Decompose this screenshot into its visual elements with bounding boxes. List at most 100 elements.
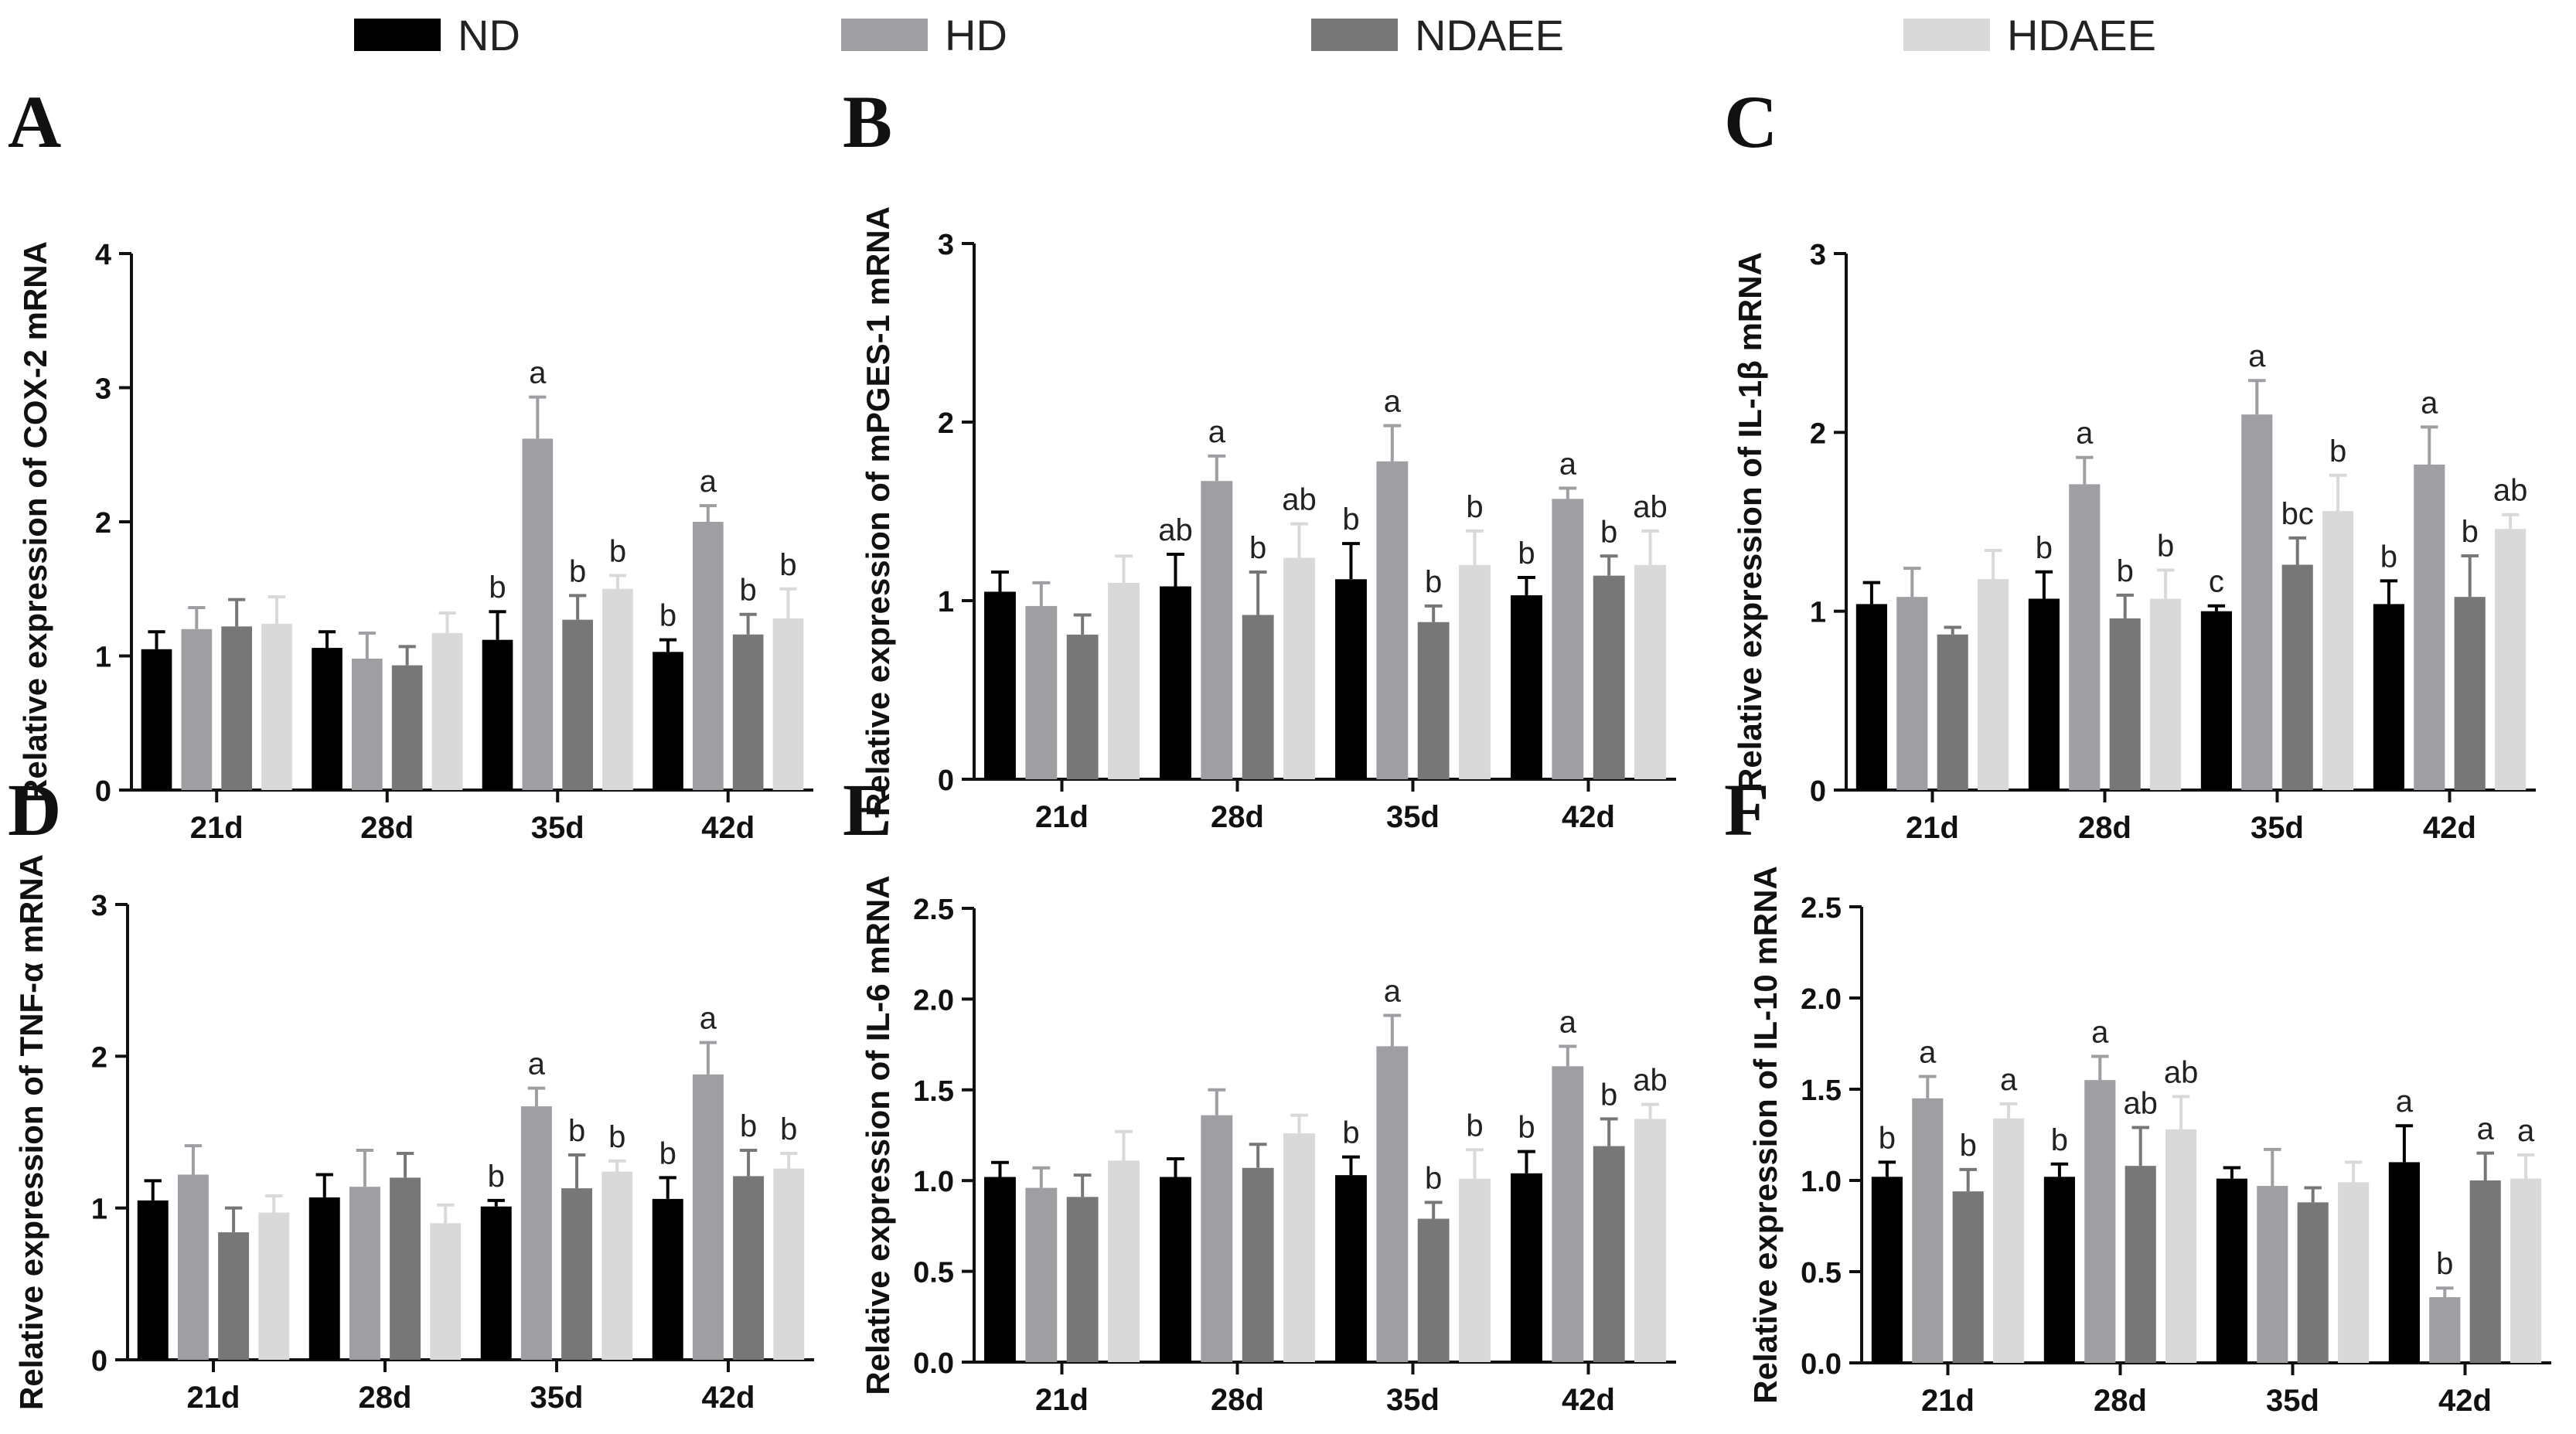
y-axis-label: Relative expression of mPGES-1 mRNA — [860, 206, 896, 816]
y-tick-label: 1 — [91, 1194, 107, 1226]
panel-letter: C — [1724, 80, 1777, 163]
bar-hd-28d — [351, 658, 383, 790]
bar-nd-21d — [984, 591, 1016, 779]
bar-hd-28d — [2069, 484, 2101, 790]
bar-ndaee-21d — [1066, 634, 1099, 779]
y-tick-label: 0 — [95, 775, 111, 808]
panel-letter: F — [1724, 768, 1770, 851]
bar-hd-21d — [1025, 605, 1058, 779]
y-tick-label: 2.5 — [913, 894, 954, 926]
panel-letter: B — [843, 80, 892, 163]
bar-hdaee-28d — [2150, 598, 2182, 790]
chart-svg: B Relative expression of mPGES-1 mRNA 0 1 2 3… — [843, 80, 1676, 834]
bar-hdaee-35d — [1459, 1178, 1491, 1362]
panel-f: F Relative expression of IL-10 mRNA 0.0 0.5… — [1724, 768, 2574, 1430]
bar-ndaee-42d — [1593, 575, 1625, 779]
bar-hdaee-42d — [773, 1168, 805, 1360]
legend-label-hd: HD — [945, 10, 1007, 60]
x-tick-label: 35d — [2251, 811, 2304, 845]
significance-label: b — [568, 1114, 585, 1148]
legend-item-hdaee: HDAEE — [1903, 11, 2156, 60]
x-tick-label: 35d — [530, 1381, 584, 1415]
significance-label: b — [2157, 529, 2174, 563]
significance-label: b — [1425, 1161, 1442, 1195]
significance-label: a — [2421, 386, 2438, 420]
y-tick-label: 4 — [95, 239, 111, 271]
bar-hdaee-42d — [2495, 529, 2527, 790]
chart-svg: F Relative expression of IL-10 mRNA 0.0 0.5… — [1724, 768, 2551, 1418]
y-axis-label: Relative expression of IL-1β mRNA — [1732, 252, 1768, 792]
x-tick-label: 28d — [359, 1381, 412, 1415]
bar-hdaee-35d — [2338, 1182, 2370, 1363]
y-tick-label: 0 — [938, 765, 954, 797]
panel-c: C Relative expression of IL-1β mRNA 0 1 2 3 21… — [1724, 80, 2574, 845]
chart-svg: C Relative expression of IL-1β mRNA 0 1 2 3 21… — [1724, 80, 2536, 845]
significance-label: b — [1466, 1109, 1483, 1143]
significance-label: a — [700, 465, 717, 499]
bar-hd-21d — [1896, 597, 1928, 790]
y-tick-label: 2 — [95, 507, 111, 540]
bar-hd-28d — [1201, 481, 1233, 779]
bar-nd-42d — [653, 652, 683, 790]
significance-label: a — [1384, 385, 1402, 419]
significance-label: ab — [2493, 474, 2528, 508]
bar-ndaee-28d — [1242, 615, 1274, 779]
bar-hdaee-28d — [430, 1223, 462, 1360]
bar-ndaee-21d — [221, 626, 253, 790]
bar-hd-21d — [181, 628, 213, 790]
panel-a: A Relative expression of COX-2 mRNA 0 1 2 3 4 2… — [8, 80, 835, 845]
significance-label: b — [2380, 540, 2397, 574]
significance-label: b — [1425, 565, 1442, 599]
bar-hdaee-28d — [431, 633, 463, 790]
legend-swatch-hdaee — [1903, 19, 1990, 51]
bar-nd-28d — [312, 648, 342, 790]
significance-label: bc — [2281, 497, 2314, 531]
bar-ndaee-35d — [2281, 564, 2313, 790]
bar-ndaee-35d — [1417, 1218, 1450, 1362]
legend-label-ndaee: NDAEE — [1415, 10, 1564, 60]
significance-label: ab — [1633, 490, 1668, 524]
legend-swatch-hd — [841, 19, 928, 51]
significance-label: ab — [1282, 483, 1317, 517]
significance-label: ab — [2123, 1087, 2158, 1121]
significance-label: a — [2517, 1114, 2535, 1148]
bar-hd-21d — [177, 1174, 209, 1360]
x-tick-label: 35d — [2266, 1384, 2319, 1418]
bar-nd-21d — [984, 1177, 1016, 1362]
significance-label: b — [2329, 434, 2346, 468]
x-tick-label: 28d — [2094, 1384, 2147, 1418]
bar-hdaee-21d — [1108, 582, 1140, 779]
y-axis-label: Relative expression of COX-2 mRNA — [17, 241, 53, 802]
bar-nd-21d — [141, 649, 172, 790]
y-tick-label: 1.5 — [913, 1075, 954, 1108]
x-tick-label: 42d — [1562, 1383, 1615, 1417]
chart-svg: E Relative expression of IL-6 mRNA 0.0 0.5 1… — [843, 768, 1676, 1417]
x-tick-label: 35d — [531, 811, 584, 845]
significance-label: c — [2209, 565, 2224, 599]
significance-label: a — [1559, 447, 1577, 481]
significance-label: b — [659, 1136, 676, 1170]
panel-letter: A — [8, 80, 61, 163]
y-tick-label: 2 — [91, 1041, 107, 1074]
significance-label: a — [528, 1047, 546, 1081]
y-tick-label: 3 — [1810, 239, 1826, 271]
y-tick-label: 1 — [1810, 597, 1826, 629]
x-tick-label: 21d — [1035, 1383, 1089, 1417]
bar-hd-35d — [1376, 1046, 1409, 1362]
panel-e: E Relative expression of IL-6 mRNA 0.0 0.5 1… — [843, 768, 1701, 1430]
bar-hdaee-42d — [2510, 1178, 2542, 1363]
bar-nd-28d — [1160, 586, 1191, 779]
significance-label: a — [1384, 975, 1402, 1009]
y-tick-label: 2 — [938, 407, 954, 440]
bar-hdaee-21d — [1108, 1160, 1140, 1362]
significance-label: b — [1342, 502, 1359, 536]
x-tick-label: 21d — [1906, 811, 1959, 845]
panel-letter: E — [843, 768, 892, 851]
y-tick-label: 1 — [95, 642, 111, 674]
significance-label: b — [2117, 554, 2134, 588]
bar-ndaee-28d — [391, 665, 423, 790]
bar-ndaee-28d — [2125, 1166, 2156, 1363]
y-tick-label: 0.5 — [1801, 1257, 1842, 1289]
y-tick-label: 1.0 — [1801, 1166, 1842, 1198]
x-tick-label: 35d — [1386, 1383, 1440, 1417]
